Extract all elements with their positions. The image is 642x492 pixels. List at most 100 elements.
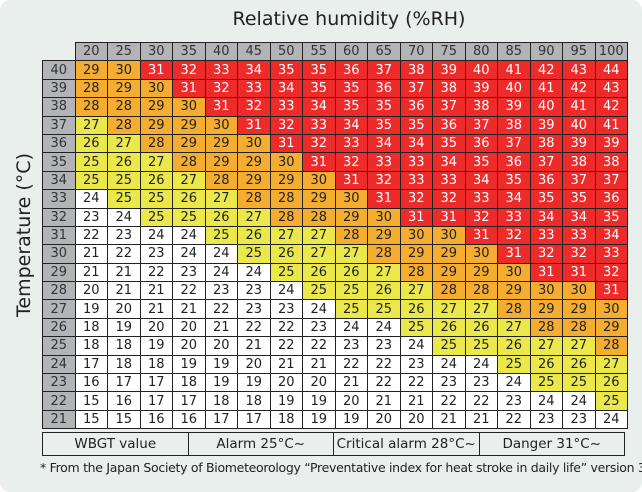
wbgt-cell: 34 [399, 133, 433, 154]
wbgt-cell: 31 [464, 225, 498, 246]
wbgt-cell: 24 [334, 317, 368, 338]
wbgt-cell: 25 [74, 152, 108, 172]
wbgt-cell: 37 [464, 115, 498, 135]
wbgt-cell: 22 [139, 262, 173, 283]
wbgt-cell: 33 [497, 207, 531, 227]
wbgt-cell: 24 [237, 262, 271, 283]
wbgt-cell: 24 [204, 262, 238, 283]
wbgt-cell: 32 [334, 152, 368, 172]
wbgt-cell: 38 [432, 78, 466, 99]
wbgt-cell: 40 [562, 115, 596, 135]
wbgt-cell: 34 [269, 78, 303, 99]
wbgt-cell: 29 [334, 207, 368, 227]
wbgt-table: 20 25 30 35 40 45 50 55 60 65 70 75 80 85 90 95 100 40 29 3… [42, 41, 628, 430]
table-row: 37 27 28 29 29 30 31 32 33 34 35 35 36 37 38 39 40 41 [42, 115, 628, 135]
wbgt-cell: 19 [107, 317, 141, 338]
wbgt-cell: 25 [367, 299, 401, 319]
wbgt-cell: 18 [269, 409, 303, 430]
row-header: 21 [42, 409, 76, 430]
row-header: 33 [42, 189, 76, 209]
wbgt-cell: 27 [107, 133, 141, 154]
wbgt-cell: 24 [74, 189, 108, 209]
wbgt-cell: 24 [269, 281, 303, 301]
table-row: 30 21 22 23 24 24 25 26 27 27 28 29 29 30 31 32 32 33 [42, 244, 628, 264]
wbgt-cell: 32 [497, 225, 531, 246]
column-header: 70 [399, 41, 433, 62]
wbgt-cell: 26 [432, 317, 466, 338]
wbgt-cell: 40 [529, 97, 563, 117]
wbgt-cell: 19 [269, 391, 303, 411]
wbgt-cell: 19 [172, 354, 206, 375]
wbgt-cell: 31 [367, 189, 401, 209]
wbgt-cell: 30 [302, 170, 336, 191]
wbgt-cell: 31 [334, 170, 368, 191]
wbgt-cell: 28 [594, 336, 628, 356]
wbgt-cell: 17 [172, 391, 206, 411]
wbgt-cell: 30 [464, 244, 498, 264]
wbgt-cell: 28 [529, 317, 563, 338]
legend-danger: Danger 31°C~ [502, 436, 602, 452]
wbgt-cell: 32 [529, 244, 563, 264]
wbgt-cell: 27 [497, 317, 531, 338]
wbgt-cell: 29 [204, 152, 238, 172]
wbgt-cell: 17 [107, 373, 141, 393]
wbgt-cell: 27 [432, 299, 466, 319]
wbgt-cell: 42 [594, 97, 628, 117]
table-row: 21 15 15 16 16 17 17 18 19 19 20 20 21 21 22 23 23 24 [42, 409, 628, 430]
wbgt-cell: 25 [237, 244, 271, 264]
wbgt-cell: 34 [367, 133, 401, 154]
wbgt-cell: 29 [399, 244, 433, 264]
wbgt-cell: 25 [497, 354, 531, 375]
wbgt-cell: 19 [302, 409, 336, 430]
column-header: 30 [139, 41, 173, 62]
wbgt-cell: 31 [562, 262, 596, 283]
wbgt-cell: 27 [367, 262, 401, 283]
wbgt-cell: 31 [172, 78, 206, 99]
wbgt-cell: 35 [399, 115, 433, 135]
wbgt-cell: 34 [464, 170, 498, 191]
wbgt-cell: 23 [302, 317, 336, 338]
wbgt-cell: 29 [107, 78, 141, 99]
wbgt-cell: 27 [74, 115, 108, 135]
wbgt-cell: 36 [367, 78, 401, 99]
wbgt-cell: 21 [464, 409, 498, 430]
wbgt-cell: 31 [204, 97, 238, 117]
wbgt-cell: 24 [594, 409, 628, 430]
wbgt-cell: 25 [172, 207, 206, 227]
wbgt-cell: 39 [464, 78, 498, 99]
table-row: 31 22 23 24 24 25 26 27 27 28 29 30 30 31 32 33 33 34 [42, 225, 628, 246]
wbgt-cell: 26 [529, 354, 563, 375]
wbgt-cell: 34 [497, 189, 531, 209]
wbgt-cell: 20 [302, 373, 336, 393]
wbgt-cell: 25 [529, 373, 563, 393]
wbgt-cell: 23 [432, 373, 466, 393]
wbgt-cell: 21 [334, 373, 368, 393]
wbgt-cell: 33 [204, 60, 238, 80]
wbgt-cell: 25 [399, 317, 433, 338]
wbgt-cell: 26 [269, 244, 303, 264]
wbgt-cell: 27 [562, 336, 596, 356]
row-header: 26 [42, 317, 76, 338]
wbgt-cell: 35 [269, 60, 303, 80]
wbgt-cell: 18 [107, 336, 141, 356]
wbgt-cell: 23 [529, 409, 563, 430]
wbgt-cell: 30 [139, 78, 173, 99]
wbgt-cell: 19 [74, 299, 108, 319]
wbgt-cell: 25 [74, 170, 108, 191]
wbgt-cell: 20 [107, 299, 141, 319]
wbgt-cell: 23 [237, 281, 271, 301]
wbgt-cell: 43 [594, 78, 628, 99]
wbgt-cell: 26 [399, 299, 433, 319]
wbgt-cell: 18 [107, 354, 141, 375]
wbgt-cell: 22 [302, 336, 336, 356]
wbgt-cell: 28 [302, 207, 336, 227]
wbgt-cell: 23 [399, 354, 433, 375]
wbgt-cell: 26 [139, 170, 173, 191]
wbgt-cell: 25 [302, 281, 336, 301]
wbgt-cell: 20 [367, 409, 401, 430]
column-header: 85 [497, 41, 531, 62]
wbgt-cell: 34 [302, 97, 336, 117]
wbgt-cell: 24 [367, 317, 401, 338]
wbgt-cell: 44 [594, 60, 628, 80]
wbgt-cell: 29 [172, 115, 206, 135]
